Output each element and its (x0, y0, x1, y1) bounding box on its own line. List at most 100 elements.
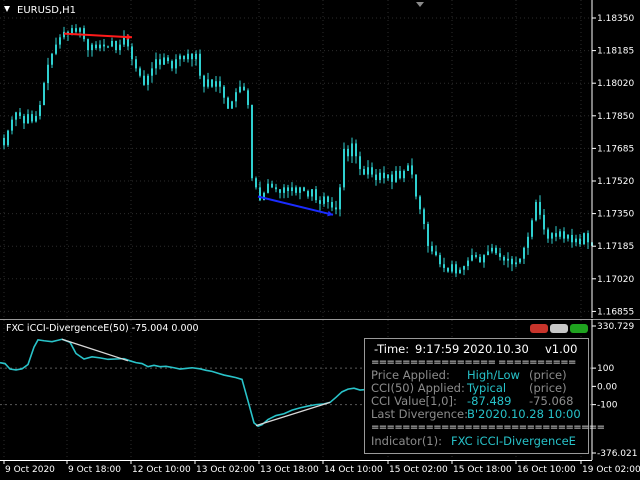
candle-body (295, 187, 297, 193)
cci-divergence-lines (61, 338, 331, 427)
candle-body (583, 233, 585, 245)
candle-body (455, 264, 457, 274)
candle-body (243, 86, 245, 91)
candle-body (35, 115, 37, 122)
candle-body (479, 256, 481, 263)
indicator-axis-label: 100 (597, 364, 614, 374)
candle-body (511, 258, 513, 265)
time-axis-label: 15 Oct 18:00 (453, 465, 512, 475)
candle-body (247, 90, 249, 106)
indicator-axis-label: 0.00 (597, 382, 617, 392)
candle-body (531, 220, 533, 237)
candle-body (171, 61, 173, 69)
divergence-line (63, 32, 133, 39)
candle-body (431, 245, 433, 252)
candle-body (523, 247, 525, 259)
cci-applied-note: (price) (529, 381, 567, 395)
candle-body (327, 196, 329, 203)
candle-body (87, 39, 89, 51)
candle-body (483, 255, 485, 263)
price-axis: 1.18350 1.18185 1.18020 1.17850 1.17685 1.175… (592, 14, 634, 317)
candle-body (27, 114, 29, 124)
candle-body (23, 115, 25, 124)
candle-body (379, 172, 381, 181)
indicator-info-panel: -Time: 9:17:59 2020.10.30 v1.00 ========… (364, 338, 605, 454)
time-value: 9:17:59 2020.10.30 (415, 342, 529, 356)
candle-body (223, 86, 225, 98)
candle-body (527, 236, 529, 248)
candle-body (563, 231, 565, 239)
price-chart[interactable]: 1.18350 1.18185 1.18020 1.17850 1.17685 1.175… (0, 0, 640, 318)
cci-polyline (0, 338, 365, 428)
candle-body (335, 207, 337, 210)
candle-body (15, 112, 17, 120)
candle-body (467, 260, 469, 267)
panel-minimize-button[interactable] (530, 324, 548, 333)
symbol-dropdown-icon[interactable] (4, 6, 10, 12)
candle-body (207, 79, 209, 87)
candle-body (411, 165, 413, 175)
time-label: -Time: (374, 342, 410, 356)
candle-body (331, 202, 333, 208)
candle-body (383, 172, 385, 179)
candle-body (79, 28, 81, 32)
candle-body (315, 189, 317, 201)
candle-body (91, 44, 93, 51)
candle-body (559, 231, 561, 237)
time-axis-label: 13 Oct 02:00 (196, 465, 255, 475)
cci-divergence-line (255, 401, 331, 427)
candle-body (131, 46, 133, 60)
candle-body (159, 59, 161, 65)
divergence-arrow-icon (126, 34, 132, 40)
candle-body (571, 234, 573, 243)
candle-body (251, 105, 253, 179)
panel-hide-button[interactable] (550, 324, 568, 333)
candle-body (311, 189, 313, 197)
candle-body (187, 53, 189, 60)
candle-body (555, 233, 557, 237)
candle-body (299, 187, 301, 193)
candle-body (587, 233, 589, 243)
candle-body (567, 234, 569, 239)
price-axis-label: 1.17185 (597, 242, 634, 252)
price-axis-label: 1.18350 (597, 14, 634, 24)
candle-body (543, 214, 545, 230)
price-chart-bg (0, 0, 640, 318)
panel-show-button[interactable] (570, 324, 588, 333)
candle-body (235, 92, 237, 102)
indicator-value: FXC iCCI-DivergenceE (451, 434, 576, 448)
candle-body (459, 269, 461, 274)
candle-body (355, 143, 357, 157)
candle-body (279, 189, 281, 193)
candle-body (111, 40, 113, 47)
indicator-label: Indicator(1): (371, 434, 442, 448)
indicator-title: FXC iCCI-DivergenceE(50) -75.004 0.000 (6, 323, 199, 334)
candle-body (155, 59, 157, 69)
time-axis-label: 19 Oct 02:00 (582, 465, 640, 475)
time-axis-label: 13 Oct 18:00 (260, 465, 319, 475)
candle-body (419, 196, 421, 210)
candle-body (263, 192, 265, 201)
candle-body (239, 86, 241, 93)
candle-body (535, 202, 537, 221)
indicator-axis-label: -376.021 (597, 449, 637, 459)
candle-body (147, 75, 149, 85)
candle-body (99, 44, 101, 49)
candle-body (351, 143, 353, 157)
chart-shift-marker-icon[interactable] (416, 2, 424, 7)
candle-body (143, 75, 145, 85)
candle-body (167, 57, 169, 62)
separator-top: ================ ========== (371, 357, 576, 368)
candle-body (119, 44, 121, 51)
candle-body (255, 178, 257, 188)
candle-body (183, 55, 185, 60)
price-axis-label: 1.17685 (597, 144, 634, 154)
candle-body (475, 255, 477, 257)
candle-body (463, 266, 465, 270)
candle-body (423, 209, 425, 224)
price-axis-label: 1.16855 (597, 307, 634, 317)
candle-body (575, 238, 577, 243)
candle-body (267, 183, 269, 193)
time-axis-label: 9 Oct 18:00 (68, 465, 121, 475)
